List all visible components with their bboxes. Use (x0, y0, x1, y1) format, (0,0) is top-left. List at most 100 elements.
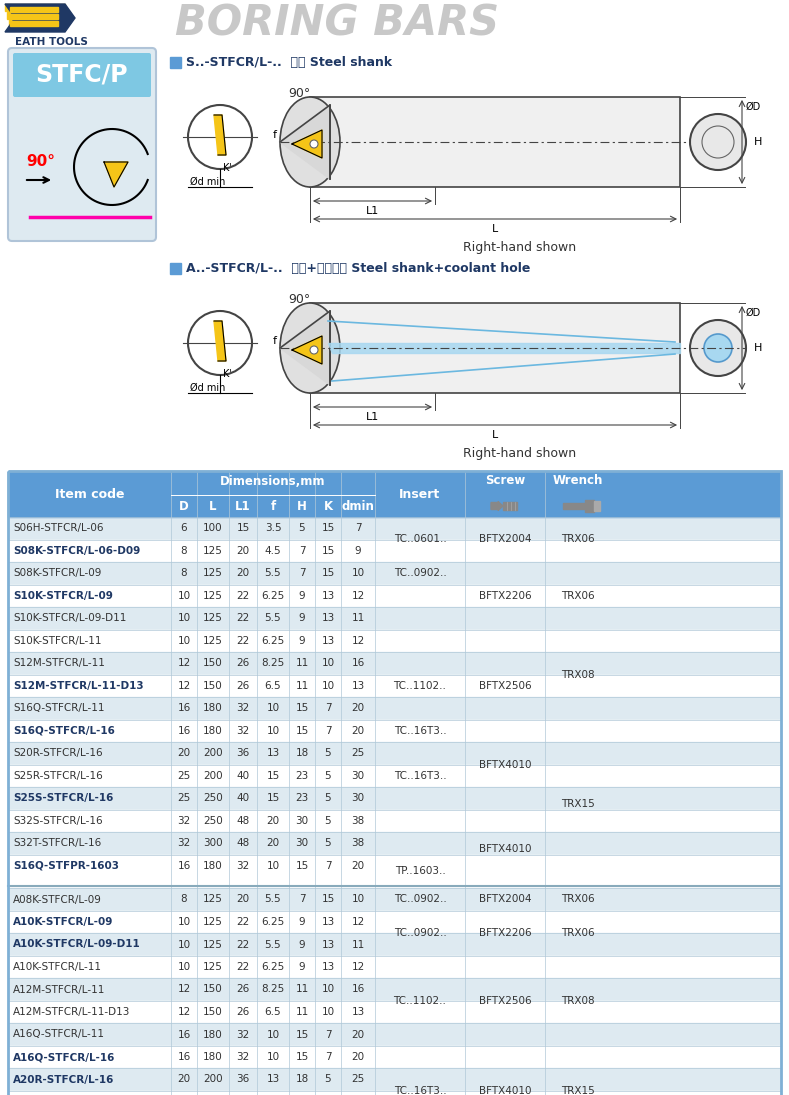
Text: Wrench: Wrench (553, 474, 603, 487)
Bar (8, 630, 781, 652)
Text: TC..1102..: TC..1102.. (394, 995, 447, 1005)
Bar (310, 303, 680, 393)
Text: 22: 22 (237, 636, 249, 646)
Text: S10K-STFCR/L-11: S10K-STFCR/L-11 (13, 636, 102, 646)
Text: Ød min: Ød min (190, 177, 226, 187)
Text: 200: 200 (204, 771, 222, 781)
Text: 6: 6 (181, 523, 187, 533)
Text: STFC/P: STFC/P (36, 64, 129, 87)
Text: 11: 11 (351, 613, 365, 623)
Text: 26: 26 (237, 658, 249, 668)
Text: L: L (492, 224, 498, 234)
Text: 13: 13 (321, 613, 335, 623)
Bar (8, 698, 781, 719)
Text: 300: 300 (204, 839, 222, 849)
Text: H: H (754, 343, 762, 353)
Text: 38: 38 (351, 839, 365, 849)
Text: 5: 5 (299, 523, 305, 533)
Text: 13: 13 (321, 963, 335, 972)
Text: 4.5: 4.5 (264, 545, 282, 556)
Text: 7: 7 (299, 895, 305, 904)
Text: 26: 26 (237, 1007, 249, 1017)
Text: 10: 10 (178, 613, 191, 623)
Bar (8, 719, 781, 742)
Text: 16: 16 (178, 1052, 191, 1062)
Bar (594, 502, 600, 511)
Bar (8, 1069, 781, 1091)
Text: TRX15: TRX15 (561, 1086, 595, 1095)
Text: 32: 32 (237, 861, 249, 871)
Text: S16Q-STFPR-1603: S16Q-STFPR-1603 (13, 861, 119, 871)
Text: 5: 5 (325, 771, 331, 781)
Text: 9: 9 (299, 940, 305, 949)
Text: 15: 15 (267, 771, 279, 781)
Bar (8, 471, 781, 1095)
Text: S25R-STFCR/L-16: S25R-STFCR/L-16 (13, 771, 103, 781)
Text: 180: 180 (203, 726, 222, 736)
Text: Right-hand shown: Right-hand shown (463, 241, 577, 254)
Text: A10K-STFCR/L-09: A10K-STFCR/L-09 (13, 917, 114, 927)
Text: 20: 20 (351, 861, 365, 871)
Text: BFTX2206: BFTX2206 (479, 929, 531, 938)
Text: 10: 10 (267, 726, 279, 736)
Text: 3.5: 3.5 (264, 523, 282, 533)
Text: 150: 150 (203, 984, 222, 994)
Text: 12: 12 (178, 658, 191, 668)
Text: TRX08: TRX08 (561, 995, 595, 1005)
Text: BFTX2206: BFTX2206 (479, 590, 531, 601)
Text: 5.5: 5.5 (264, 613, 282, 623)
Bar (8, 809, 781, 832)
Text: 13: 13 (351, 681, 365, 691)
Text: 30: 30 (351, 771, 365, 781)
Text: 10: 10 (321, 1007, 335, 1017)
Bar (8, 787, 781, 809)
Bar (8, 764, 781, 787)
Circle shape (690, 320, 746, 376)
Text: 15: 15 (321, 895, 335, 904)
Text: 32: 32 (178, 816, 191, 826)
Text: 5.5: 5.5 (264, 568, 282, 578)
Text: 15: 15 (321, 568, 335, 578)
Text: 32: 32 (178, 839, 191, 849)
Text: 250: 250 (203, 793, 222, 804)
Text: 18: 18 (295, 748, 308, 758)
Text: 15: 15 (295, 1052, 308, 1062)
Text: S32T-STFCR/L-16: S32T-STFCR/L-16 (13, 839, 101, 849)
Text: L1: L1 (366, 412, 380, 422)
Bar (8, 911, 781, 933)
Text: f: f (271, 499, 275, 512)
Text: 5.5: 5.5 (264, 895, 282, 904)
Text: L: L (209, 499, 217, 512)
Text: 16: 16 (178, 861, 191, 871)
Text: 8: 8 (181, 545, 187, 556)
Text: 5.5: 5.5 (264, 940, 282, 949)
FancyArrow shape (491, 502, 503, 510)
Text: 15: 15 (321, 523, 335, 533)
Text: BFTX4010: BFTX4010 (479, 1086, 531, 1095)
Polygon shape (292, 130, 322, 158)
Text: TRX06: TRX06 (561, 590, 595, 601)
Circle shape (690, 114, 746, 170)
Text: dmin: dmin (342, 499, 375, 512)
Text: 9: 9 (355, 545, 361, 556)
Ellipse shape (280, 97, 340, 187)
Text: S10K-STFCR/L-09: S10K-STFCR/L-09 (13, 590, 113, 601)
Text: S12M-STFCR/L-11: S12M-STFCR/L-11 (13, 658, 105, 668)
Text: 9: 9 (299, 963, 305, 972)
Bar (8, 517, 781, 540)
Text: 10: 10 (267, 1029, 279, 1039)
Text: 200: 200 (204, 1074, 222, 1084)
Text: 13: 13 (267, 1074, 279, 1084)
Text: 30: 30 (351, 793, 365, 804)
Text: A20R-STFCR/L-16: A20R-STFCR/L-16 (13, 1074, 114, 1084)
Text: 20: 20 (351, 703, 365, 713)
Text: TC..0902..: TC..0902.. (394, 895, 447, 904)
Text: S06H-STFCR/L-06: S06H-STFCR/L-06 (13, 523, 103, 533)
Bar (8, 607, 781, 630)
Bar (310, 97, 680, 187)
Text: S12M-STFCR/L-11-D13: S12M-STFCR/L-11-D13 (13, 681, 144, 691)
Text: 40: 40 (237, 793, 249, 804)
Text: Dimensions,mm: Dimensions,mm (220, 475, 326, 488)
Text: A12M-STFCR/L-11-D13: A12M-STFCR/L-11-D13 (13, 1007, 130, 1017)
Bar (585, 500, 594, 512)
